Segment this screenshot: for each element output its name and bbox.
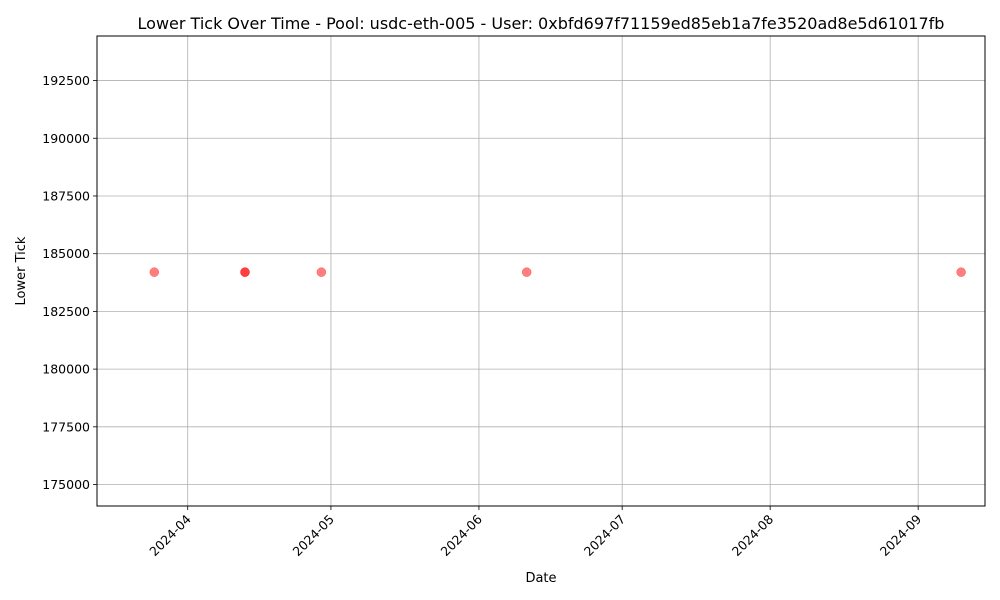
data-point (240, 267, 250, 277)
y-tick-label: 180000 (42, 362, 90, 377)
x-axis-label: Date (525, 571, 556, 586)
y-axis-ticks: 175000 177500 180000 182500 185000 187500 1900… (42, 73, 97, 492)
x-tick-label: 2024-08 (729, 511, 777, 559)
data-point (956, 267, 966, 277)
grid-lines (97, 36, 985, 506)
y-tick-label: 182500 (42, 304, 90, 319)
x-tick-label: 2024-05 (290, 512, 338, 560)
y-tick-label: 177500 (42, 419, 90, 434)
plot-area-frame (96, 35, 986, 507)
data-points (149, 267, 966, 277)
y-tick-label: 185000 (42, 246, 90, 261)
data-point (521, 267, 532, 277)
y-tick-label: 192500 (42, 73, 90, 88)
y-tick-label: 187500 (42, 188, 90, 203)
x-axis-ticks: 2024-04 2024-05 2024-06 2024-07 2024-08 2024-… (146, 506, 924, 559)
x-tick-label: 2024-06 (438, 511, 486, 559)
chart-title: Lower Tick Over Time - Pool: usdc-eth-00… (138, 14, 945, 33)
y-tick-label: 175000 (42, 477, 90, 492)
x-tick-label: 2024-09 (877, 511, 925, 559)
x-tick-label: 2024-07 (581, 512, 629, 560)
x-tick-label: 2024-04 (146, 511, 194, 559)
y-axis-label: Lower Tick (14, 236, 29, 305)
data-point (149, 267, 160, 277)
y-tick-label: 190000 (42, 131, 90, 146)
data-point (316, 267, 327, 277)
